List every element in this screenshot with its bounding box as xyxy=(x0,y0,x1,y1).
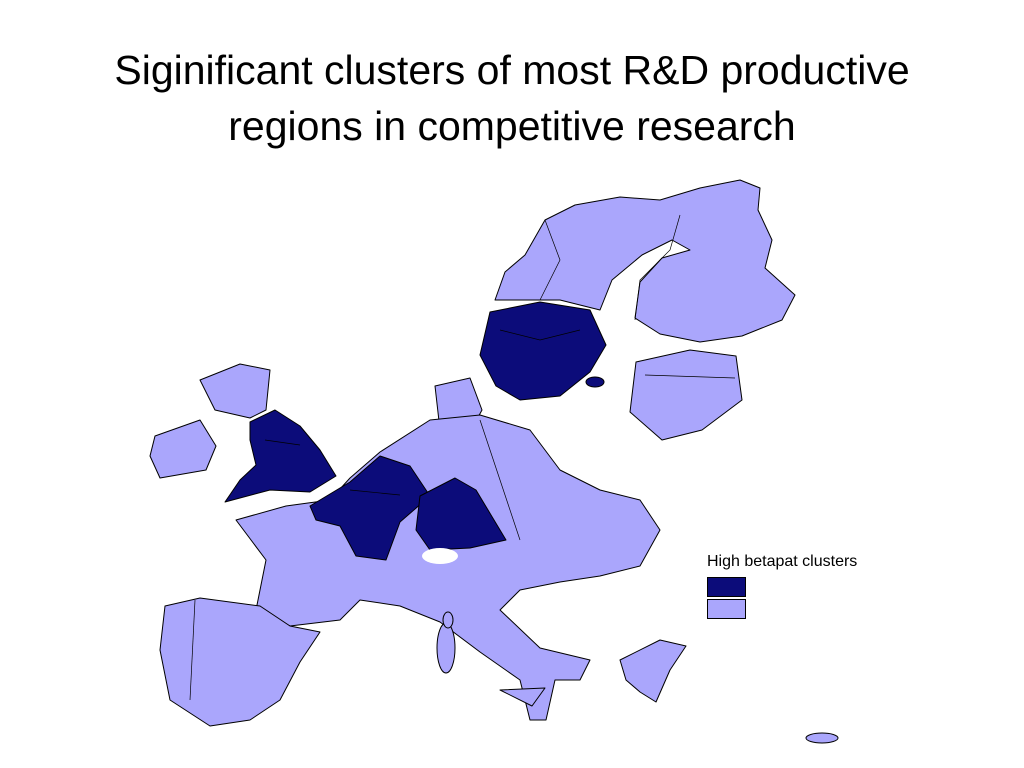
region xyxy=(224,409,337,503)
region xyxy=(309,455,431,561)
border xyxy=(499,329,581,341)
region xyxy=(415,477,507,551)
region xyxy=(149,419,217,479)
border xyxy=(479,419,521,541)
border xyxy=(264,439,301,446)
region xyxy=(436,622,456,674)
region xyxy=(499,687,546,707)
region xyxy=(199,363,271,419)
border xyxy=(539,219,561,301)
border xyxy=(349,489,401,496)
slide-title: Siginificant clusters of most R&D produc… xyxy=(114,47,910,149)
legend-title: High betapat clusters xyxy=(707,553,858,570)
region xyxy=(629,349,743,441)
border xyxy=(634,214,681,321)
region xyxy=(159,597,321,727)
border xyxy=(189,599,196,701)
region xyxy=(619,639,687,703)
region xyxy=(585,376,605,388)
lake xyxy=(422,548,458,564)
region xyxy=(479,301,607,401)
region xyxy=(805,732,839,744)
border xyxy=(644,374,736,379)
region xyxy=(494,179,796,343)
legend-swatch xyxy=(707,599,746,619)
legend-swatch xyxy=(707,577,746,597)
region xyxy=(442,611,454,629)
